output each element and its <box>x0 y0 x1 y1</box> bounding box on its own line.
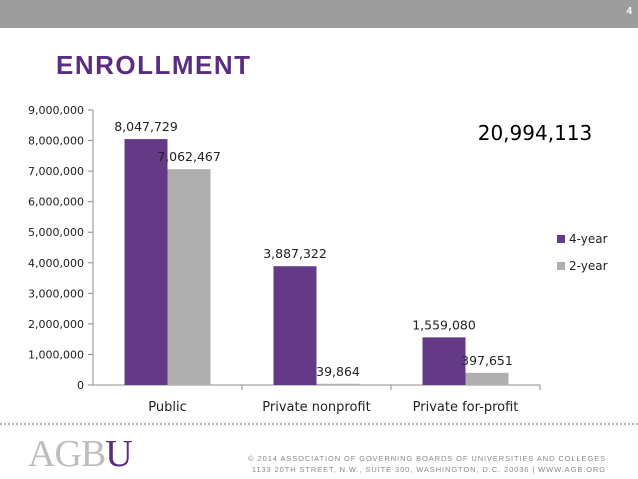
top-bar: 4 <box>0 0 638 28</box>
bar-value-label: 397,651 <box>461 353 513 368</box>
enrollment-chart: 0 1,000,000 2,000,000 3,000,000 4,000,000 5,0… <box>28 104 608 415</box>
y-tick-label: 9,000,000 <box>28 104 84 117</box>
bar-four-year <box>124 139 168 385</box>
legend-swatch <box>557 235 565 243</box>
y-tick-label: 7,000,000 <box>28 165 84 178</box>
agb-logo: AGBU <box>28 433 133 475</box>
y-tick-label: 8,000,000 <box>28 135 84 148</box>
page-title: ENROLLMENT <box>56 50 252 80</box>
logo-accent: U <box>105 433 132 475</box>
y-tick-label: 4,000,000 <box>28 257 84 270</box>
bar-two-year <box>465 372 509 385</box>
total-annotation: 20,994,113 <box>478 121 593 145</box>
footer-text: © 2014 ASSOCIATION OF GOVERNING BOARDS O… <box>248 453 606 475</box>
footer-copyright: © 2014 ASSOCIATION OF GOVERNING BOARDS O… <box>248 454 606 463</box>
footer-divider <box>0 423 638 425</box>
y-tick-label: 1,000,000 <box>28 348 84 361</box>
bar-value-label: 39,864 <box>316 364 360 379</box>
bar-two-year <box>167 169 211 385</box>
x-category-label: Private nonprofit <box>262 400 370 415</box>
bar-four-year <box>422 337 466 385</box>
bar-value-label: 1,559,080 <box>412 317 476 332</box>
bar-four-year <box>273 266 317 385</box>
legend-swatch <box>557 262 565 270</box>
x-category-label: Private for-profit <box>413 400 519 415</box>
legend-label: 4-year <box>569 232 608 246</box>
y-tick-label: 6,000,000 <box>28 196 84 209</box>
y-tick-label: 5,000,000 <box>28 226 84 239</box>
page-number: 4 <box>626 6 632 17</box>
bar-value-label: 8,047,729 <box>114 119 178 134</box>
footer-address: 1133 20TH STREET, N.W., SUITE 300, WASHI… <box>251 465 606 474</box>
bar-two-year <box>316 383 360 385</box>
logo-text: AGB <box>28 433 106 475</box>
bar-value-label: 3,887,322 <box>263 246 327 261</box>
x-category-label: Public <box>148 400 186 415</box>
y-tick-label: 0 <box>77 379 84 392</box>
y-tick-label: 3,000,000 <box>28 287 84 300</box>
y-tick-label: 2,000,000 <box>28 318 84 331</box>
bar-value-label: 7,062,467 <box>157 149 221 164</box>
legend-label: 2-year <box>569 259 608 273</box>
